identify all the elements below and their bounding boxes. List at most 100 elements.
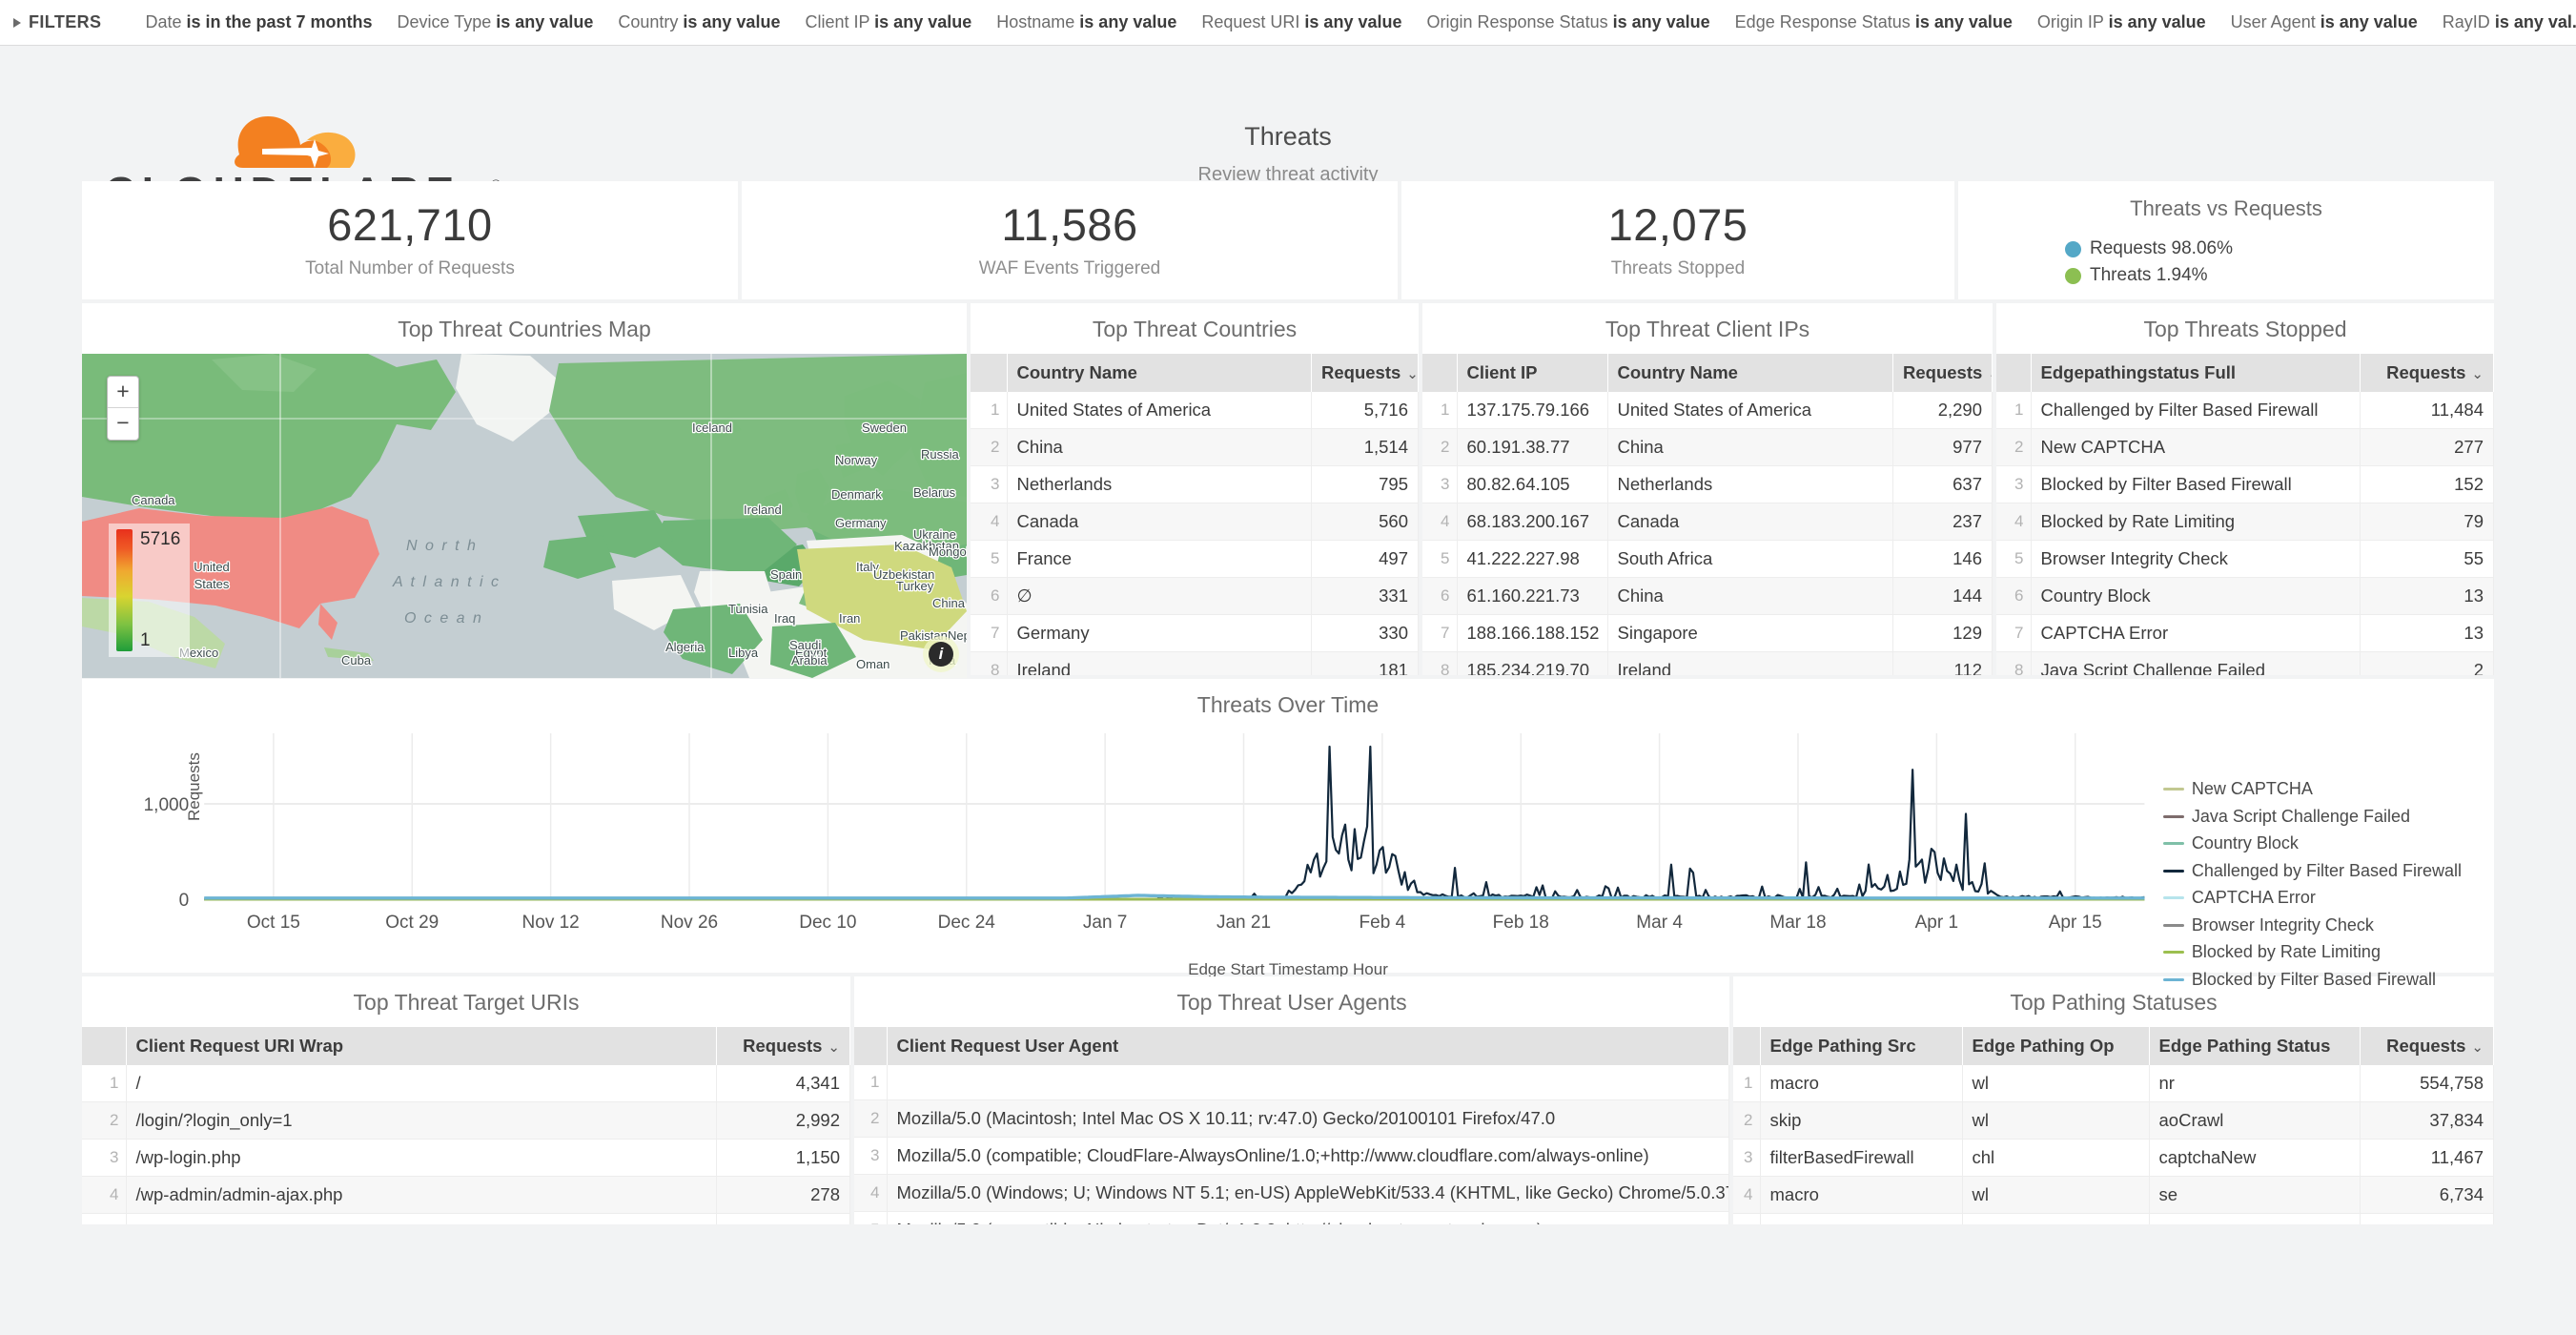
cell-requests: 11,467: [2360, 1139, 2494, 1177]
table-row[interactable]: 3 filterBasedFirewall chl captchaNew 11,467: [1733, 1139, 2494, 1177]
table-row[interactable]: 2 60.191.38.77 China 977: [1422, 428, 1993, 466]
legend-item[interactable]: Country Block: [2162, 833, 2462, 853]
table-row[interactable]: 4 Blocked by Rate Limiting 79: [1996, 503, 2494, 541]
legend-item[interactable]: Java Script Challenge Failed: [2162, 807, 2462, 827]
table-row[interactable]: 4 Canada 560: [971, 503, 1419, 541]
table-header-row: Client Request User Agent: [854, 1027, 1729, 1065]
chevron-down-icon: ⌄: [1406, 366, 1419, 382]
table-row[interactable]: 3 Netherlands 795: [971, 465, 1419, 503]
table-row[interactable]: 5macrowlwl6,595: [1733, 1213, 2494, 1224]
col-edge-pathing-op[interactable]: Edge Pathing Op: [1962, 1027, 2150, 1065]
legend-label: Blocked by Filter Based Firewall: [2191, 969, 2436, 989]
table-row[interactable]: 6 ∅ 331: [971, 577, 1419, 615]
filter-rayid[interactable]: RayID is any val...: [2442, 12, 2576, 31]
filter-request-uri[interactable]: Request URI is any value: [1201, 12, 1402, 31]
col-requests[interactable]: Requests⌄: [1311, 354, 1419, 392]
col-edge-pathing-status[interactable]: Edge Pathing Status: [2149, 1027, 2361, 1065]
legend-item[interactable]: CAPTCHA Error: [2162, 888, 2462, 908]
table-row[interactable]: 5 France 497: [971, 540, 1419, 578]
table-row[interactable]: 4 68.183.200.167 Canada 237: [1422, 503, 1993, 541]
svg-text:Canada: Canada: [132, 493, 175, 507]
col-requests[interactable]: Requests⌄: [1892, 354, 1993, 392]
table-row[interactable]: 8 Ireland 181: [971, 651, 1419, 675]
col-requests[interactable]: Requests⌄: [2360, 1027, 2494, 1065]
table-row[interactable]: 2 skip wl aoCrawl 37,834: [1733, 1101, 2494, 1140]
cell-requests: 497: [1311, 540, 1419, 578]
col-client-request-uri-wrap[interactable]: Client Request URI Wrap: [126, 1027, 717, 1065]
legend-item[interactable]: Browser Integrity Check: [2162, 915, 2462, 935]
col-country-name[interactable]: Country Name: [1007, 354, 1312, 392]
filter-client-ip[interactable]: Client IP is any value: [805, 12, 972, 31]
legend-item[interactable]: New CAPTCHA: [2162, 779, 2462, 799]
info-icon[interactable]: i: [929, 642, 953, 667]
row-index: 7: [1996, 614, 2032, 652]
table-row[interactable]: 1 Challenged by Filter Based Firewall 11,4…: [1996, 392, 2494, 429]
threat-map[interactable]: Canada United States Mexico Cuba Iceland…: [82, 354, 967, 678]
table-row[interactable]: 7 188.166.188.152 Singapore 129: [1422, 614, 1993, 652]
table-row[interactable]: 1: [854, 1065, 1729, 1100]
table-body: 1 2 Mozilla/5.0 (Macintosh; Intel Mac OS …: [854, 1065, 1729, 1224]
table-row[interactable]: 4 macro wl se 6,734: [1733, 1176, 2494, 1214]
col-requests[interactable]: Requests⌄: [2360, 354, 2494, 392]
col-edgepathingstatus-full[interactable]: Edgepathingstatus Full: [2031, 354, 2361, 392]
filter-country[interactable]: Country is any value: [618, 12, 781, 31]
table-row[interactable]: 3 80.82.64.105 Netherlands 637: [1422, 465, 1993, 503]
table-row[interactable]: 2 China 1,514: [971, 428, 1419, 466]
row-index-header: [1733, 1027, 1761, 1065]
table-row[interactable]: 8 Java Script Challenge Failed 2: [1996, 651, 2494, 675]
table-row[interactable]: 3 Blocked by Filter Based Firewall 152: [1996, 465, 2494, 503]
table-row[interactable]: 3/wp-login.php 1,150: [82, 1139, 850, 1177]
col-country-name[interactable]: Country Name: [1607, 354, 1893, 392]
filter-edge-response-status[interactable]: Edge Response Status is any value: [1734, 12, 2013, 31]
cell-status: nr: [2149, 1065, 2361, 1102]
map-zoom-controls[interactable]: + −: [107, 376, 139, 441]
line-chart[interactable]: Requests 0 1,000 Oct 15 Oct 29 Nov 12 Nov 26 D…: [82, 729, 2494, 989]
table-row[interactable]: 5/xmlrpc.php226: [82, 1213, 850, 1224]
table-row[interactable]: 1/4,341: [82, 1065, 850, 1102]
filters-toggle[interactable]: FILTERS: [13, 12, 101, 32]
table-row[interactable]: 5Mozilla/5.0 (compatible; Nimbostratus-B…: [854, 1211, 1729, 1224]
table-row[interactable]: 6 61.160.221.73 China 144: [1422, 577, 1993, 615]
chart-canvas: 0 1,000 Oct 15 Oct 29 Nov 12 Nov 26 Dec 10 Dec …: [144, 733, 2145, 933]
svg-text:Feb 4: Feb 4: [1360, 913, 1406, 933]
table-row[interactable]: 2/login/?login_only=1 2,992: [82, 1101, 850, 1140]
zoom-out-button[interactable]: −: [116, 410, 130, 435]
filter-date[interactable]: Date is in the past 7 months: [145, 12, 373, 31]
svg-text:Spain: Spain: [770, 567, 802, 582]
table-row[interactable]: 2 New CAPTCHA 277: [1996, 428, 2494, 466]
filter-hostname[interactable]: Hostname is any value: [996, 12, 1177, 31]
filter-user-agent[interactable]: User Agent is any value: [2230, 12, 2418, 31]
table-row[interactable]: 7 CAPTCHA Error 13: [1996, 614, 2494, 652]
table-row[interactable]: 8 185.234.219.70 Ireland 112: [1422, 651, 1993, 675]
table-row[interactable]: 1 United States of America 5,716: [971, 392, 1419, 429]
table-row[interactable]: 2 Mozilla/5.0 (Macintosh; Intel Mac OS X …: [854, 1099, 1729, 1138]
legend-item[interactable]: Blocked by Rate Limiting: [2162, 942, 2462, 962]
table-row[interactable]: 4 Mozilla/5.0 (Windows; U; Windows NT 5.1…: [854, 1174, 1729, 1212]
svg-text:Nov 12: Nov 12: [522, 913, 580, 933]
top-threat-countries-panel: Top Threat Countries Country Name Reques…: [971, 303, 1419, 675]
filter-origin-response-status[interactable]: Origin Response Status is any value: [1426, 12, 1710, 31]
col-client-ip[interactable]: Client IP: [1457, 354, 1608, 392]
table-row[interactable]: 5 41.222.227.98 South Africa 146: [1422, 540, 1993, 578]
legend-max-value: 5716: [140, 529, 181, 549]
col-requests[interactable]: Requests⌄: [716, 1027, 850, 1065]
filter-origin-ip[interactable]: Origin IP is any value: [2036, 12, 2206, 31]
zoom-in-button[interactable]: +: [108, 377, 138, 408]
filter-device-type[interactable]: Device Type is any value: [397, 12, 594, 31]
table-row[interactable]: 3 Mozilla/5.0 (compatible; CloudFlare-Alw…: [854, 1137, 1729, 1175]
cell-ip: 137.175.79.166: [1457, 392, 1608, 429]
table-row[interactable]: 1 137.175.79.166 United States of America 2…: [1422, 392, 1993, 429]
table-row[interactable]: 1 macro wl nr 554,758: [1733, 1065, 2494, 1102]
row-index: 5: [854, 1211, 888, 1224]
col-client-request-user-agent[interactable]: Client Request User Agent: [887, 1027, 1729, 1065]
cell-ip: 80.82.64.105: [1457, 465, 1608, 503]
legend-item[interactable]: Blocked by Filter Based Firewall: [2162, 969, 2462, 990]
table-row[interactable]: 7 Germany 330: [971, 614, 1419, 652]
cell-requests: 152: [2360, 465, 2494, 503]
table-row[interactable]: 4/wp-admin/admin-ajax.php 278: [82, 1176, 850, 1214]
table-row[interactable]: 5 Browser Integrity Check 55: [1996, 540, 2494, 578]
table-row[interactable]: 6 Country Block 13: [1996, 577, 2494, 615]
legend-item[interactable]: Challenged by Filter Based Firewall: [2162, 861, 2462, 881]
svg-text:Cuba: Cuba: [341, 653, 372, 668]
col-edge-pathing-src[interactable]: Edge Pathing Src: [1760, 1027, 1963, 1065]
